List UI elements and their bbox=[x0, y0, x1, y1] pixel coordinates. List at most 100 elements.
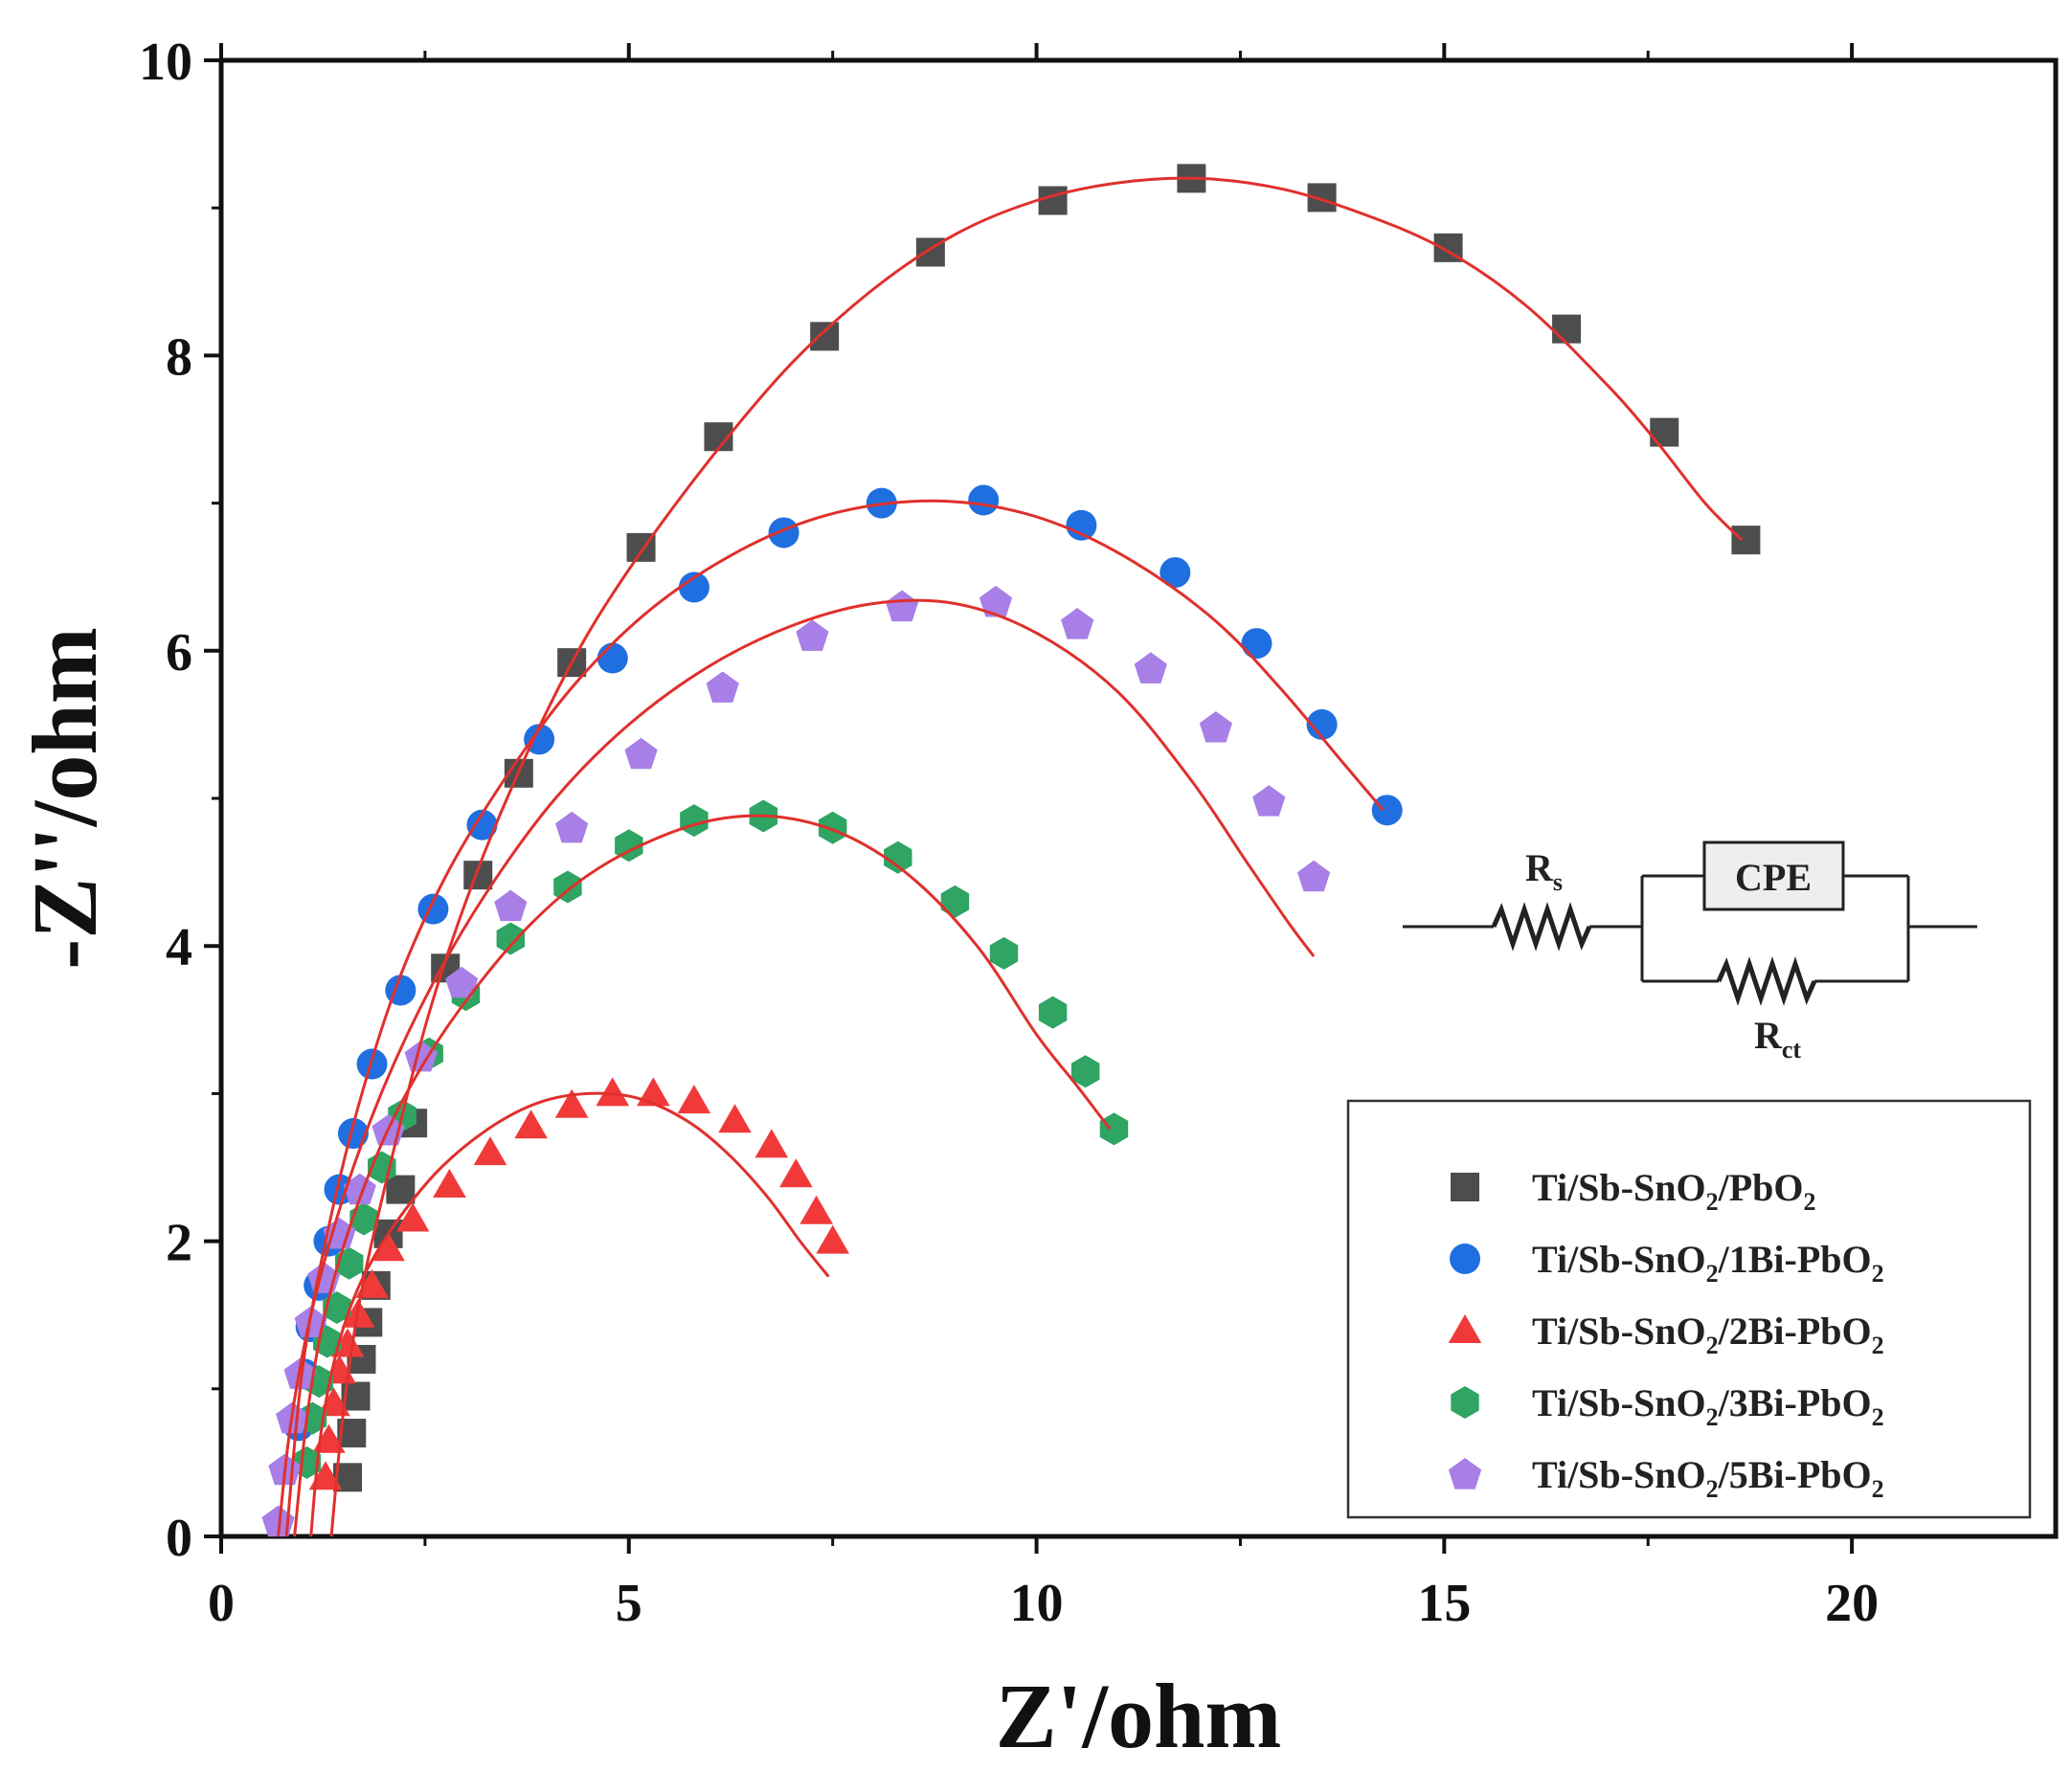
data-point bbox=[1099, 1112, 1129, 1146]
cpe-label: CPE bbox=[1735, 856, 1812, 899]
data-point bbox=[754, 1129, 789, 1158]
data-point bbox=[796, 619, 829, 651]
data-point bbox=[496, 922, 525, 955]
data-point bbox=[718, 1104, 752, 1133]
legend-label: Ti/Sb-SnO2/3Bi-PbO2 bbox=[1532, 1381, 1884, 1431]
x-axis-title: Z'/ohm bbox=[996, 1665, 1282, 1767]
data-point bbox=[596, 1077, 630, 1107]
x-tick-label: 5 bbox=[616, 1574, 642, 1633]
data-point bbox=[466, 809, 498, 840]
rs-label: Rs bbox=[1525, 846, 1563, 896]
data-point bbox=[884, 840, 912, 874]
legend-entry: Ti/Sb-SnO2/5Bi-PbO2 bbox=[1448, 1453, 1884, 1503]
data-point bbox=[597, 642, 628, 674]
fit-curve-ti-sb-sno2-3bi-pbo2 bbox=[293, 814, 1112, 1537]
legend-entry: Ti/Sb-SnO2/2Bi-PbO2 bbox=[1448, 1310, 1884, 1359]
y-tick-label: 10 bbox=[139, 33, 192, 92]
data-point bbox=[355, 1268, 389, 1298]
y-axis-title: -Z''/ohm bbox=[13, 627, 116, 969]
y-tick-label: 0 bbox=[166, 1509, 192, 1568]
data-point bbox=[1070, 1055, 1100, 1088]
data-point bbox=[940, 885, 970, 918]
rs-resistor bbox=[1491, 902, 1592, 952]
data-point bbox=[1038, 996, 1068, 1029]
y-tick-label: 2 bbox=[166, 1214, 192, 1273]
fit-curve-ti-sb-sno2-1bi-pbo2 bbox=[284, 499, 1385, 1537]
data-point bbox=[810, 322, 840, 351]
data-point bbox=[1199, 711, 1232, 743]
data-point bbox=[680, 804, 709, 838]
legend-marker bbox=[1448, 1458, 1482, 1490]
data-point bbox=[404, 1040, 438, 1072]
data-point bbox=[677, 1085, 711, 1114]
data-point bbox=[818, 811, 847, 844]
legend-entry: Ti/Sb-SnO2/1Bi-PbO2 bbox=[1450, 1238, 1884, 1288]
data-point bbox=[1297, 860, 1331, 892]
data-point bbox=[473, 1136, 507, 1166]
data-point bbox=[706, 671, 739, 703]
data-point bbox=[1252, 785, 1286, 817]
rct-resistor bbox=[1716, 956, 1817, 1006]
data-point bbox=[463, 861, 493, 890]
series-ti-sb-sno2-pbo2 bbox=[332, 164, 1761, 1492]
data-point bbox=[395, 1202, 430, 1232]
legend-label: Ti/Sb-SnO2/5Bi-PbO2 bbox=[1532, 1453, 1884, 1503]
legend-entry: Ti/Sb-SnO2/PbO2 bbox=[1451, 1166, 1816, 1216]
legend-label: Ti/Sb-SnO2/1Bi-PbO2 bbox=[1532, 1238, 1884, 1288]
data-point bbox=[1552, 314, 1582, 344]
axis-ticks bbox=[204, 43, 1855, 1554]
data-point bbox=[885, 590, 919, 622]
cpe-element bbox=[1702, 840, 1845, 911]
x-tick-labels: 0 5 10 15 20 bbox=[208, 1574, 1879, 1633]
data-point bbox=[337, 1118, 369, 1150]
y-tick-labels: 0 2 4 6 8 10 bbox=[139, 33, 192, 1568]
x-tick-label: 20 bbox=[1825, 1574, 1879, 1633]
data-point bbox=[816, 1224, 849, 1254]
data-point bbox=[386, 1175, 416, 1204]
data-point bbox=[554, 1088, 589, 1118]
data-point bbox=[1160, 557, 1191, 589]
legend-box bbox=[1346, 1099, 2032, 1519]
data-point bbox=[343, 1173, 376, 1205]
data-point bbox=[1134, 652, 1167, 683]
data-point bbox=[1241, 628, 1272, 660]
y-tick-label: 6 bbox=[166, 623, 192, 683]
data-point bbox=[678, 571, 709, 603]
legend-label: Ti/Sb-SnO2/PbO2 bbox=[1532, 1166, 1816, 1216]
legend-marker bbox=[1450, 1243, 1480, 1274]
legend-marker bbox=[1451, 1173, 1479, 1201]
data-point bbox=[445, 966, 479, 998]
y-tick-label: 4 bbox=[166, 918, 192, 977]
data-point bbox=[555, 811, 589, 843]
data-point bbox=[514, 1109, 548, 1139]
data-point bbox=[1061, 608, 1094, 639]
x-tick-label: 0 bbox=[208, 1574, 235, 1633]
x-tick-label: 10 bbox=[1010, 1574, 1064, 1633]
legend: Ti/Sb-SnO2/PbO2 Ti/Sb-SnO2/1Bi-PbO2 Ti/Sb-… bbox=[1448, 1166, 1884, 1503]
data-point bbox=[308, 1461, 343, 1490]
data-point bbox=[494, 889, 528, 922]
data-point bbox=[768, 517, 800, 549]
data-point bbox=[1306, 708, 1338, 740]
data-point bbox=[624, 737, 658, 770]
data-point bbox=[1066, 509, 1097, 541]
legend-entry: Ti/Sb-SnO2/3Bi-PbO2 bbox=[1451, 1381, 1884, 1431]
data-point bbox=[989, 936, 1019, 970]
data-point bbox=[968, 484, 1000, 516]
data-point bbox=[979, 585, 1013, 617]
data-point bbox=[372, 1232, 405, 1262]
equivalent-circuit bbox=[1403, 840, 1977, 1006]
fit-curve-ti-sb-sno2-2bi-pbo2 bbox=[309, 1091, 830, 1537]
fit-curve-ti-sb-sno2-5bi-pbo2 bbox=[277, 598, 1316, 1537]
legend-label: Ti/Sb-SnO2/2Bi-PbO2 bbox=[1532, 1310, 1884, 1359]
data-point bbox=[1038, 186, 1068, 215]
data-point bbox=[1731, 526, 1761, 555]
rct-label: Rct bbox=[1754, 1014, 1801, 1064]
data-point bbox=[637, 1077, 670, 1107]
data-point bbox=[800, 1195, 833, 1224]
x-tick-label: 15 bbox=[1417, 1574, 1471, 1633]
legend-marker bbox=[1451, 1386, 1479, 1419]
data-point bbox=[1371, 795, 1403, 826]
legend-marker bbox=[1448, 1314, 1482, 1343]
